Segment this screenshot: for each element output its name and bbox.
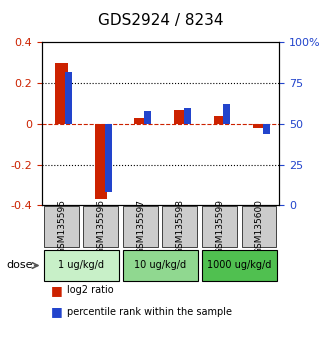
Bar — [184, 108, 191, 124]
Text: percentile rank within the sample: percentile rank within the sample — [67, 307, 232, 316]
Bar — [144, 111, 151, 124]
Text: dose: dose — [6, 261, 33, 270]
FancyBboxPatch shape — [202, 206, 237, 247]
Text: GSM135596: GSM135596 — [97, 199, 106, 254]
Text: GSM135598: GSM135598 — [176, 199, 185, 254]
Bar — [174, 110, 187, 124]
Bar — [134, 118, 147, 124]
Text: GSM135595: GSM135595 — [57, 199, 66, 254]
Bar — [55, 63, 68, 124]
Text: GSM135600: GSM135600 — [255, 199, 264, 254]
FancyBboxPatch shape — [44, 206, 79, 247]
FancyBboxPatch shape — [123, 206, 158, 247]
FancyBboxPatch shape — [44, 250, 119, 281]
Bar — [214, 116, 226, 124]
Text: 1 ug/kg/d: 1 ug/kg/d — [58, 261, 104, 270]
Text: 10 ug/kg/d: 10 ug/kg/d — [134, 261, 187, 270]
Text: ■: ■ — [51, 305, 63, 318]
Bar — [263, 124, 270, 134]
Text: GDS2924 / 8234: GDS2924 / 8234 — [98, 13, 223, 28]
Text: log2 ratio: log2 ratio — [67, 285, 114, 295]
Bar — [105, 124, 111, 192]
Bar — [253, 124, 266, 128]
Text: GSM135599: GSM135599 — [215, 199, 224, 254]
Bar — [95, 124, 107, 199]
Text: 1000 ug/kg/d: 1000 ug/kg/d — [207, 261, 272, 270]
FancyBboxPatch shape — [162, 206, 197, 247]
FancyBboxPatch shape — [83, 206, 118, 247]
FancyBboxPatch shape — [202, 250, 277, 281]
Bar — [65, 72, 72, 124]
Text: ■: ■ — [51, 284, 63, 297]
FancyBboxPatch shape — [123, 250, 198, 281]
Text: GSM135597: GSM135597 — [136, 199, 145, 254]
FancyBboxPatch shape — [242, 206, 276, 247]
Bar — [223, 104, 230, 124]
